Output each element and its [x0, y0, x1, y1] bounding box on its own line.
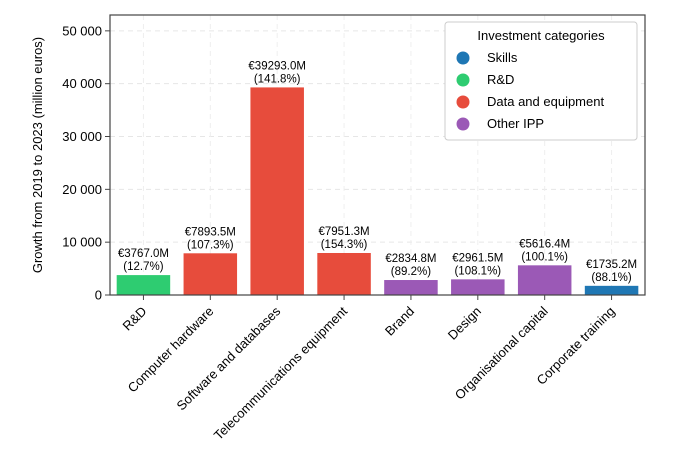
- bar-percent-label: (88.1%): [591, 272, 631, 284]
- legend-box: [444, 21, 638, 141]
- bar-labels: €3767.0M(12.7%) €7893.5M(107.3%) €39293.0M…: [118, 60, 637, 283]
- legend-title: Investment categories: [477, 28, 605, 43]
- legend-entry-label: R&D: [487, 72, 514, 87]
- y-tick-label: 40 000: [62, 76, 102, 91]
- bar-value-label: €7893.5M: [185, 226, 236, 238]
- x-tick-label: Brand: [382, 304, 417, 339]
- bar-value-label: €5616.4M: [519, 238, 570, 250]
- legend-entry-label: Skills: [487, 50, 518, 65]
- legend-entries: Skills R&D Data and equipment Other IPP: [456, 50, 604, 131]
- bar-value-label: €7951.3M: [318, 226, 369, 238]
- bar: [451, 279, 505, 295]
- bar-value-label: €3767.0M: [118, 248, 169, 260]
- bar: [384, 280, 438, 295]
- legend-marker: [456, 117, 470, 131]
- bar-percent-label: (141.8%): [254, 73, 301, 85]
- legend-marker: [456, 51, 470, 65]
- bars: [116, 87, 639, 295]
- y-tick-label: 50 000: [62, 23, 102, 38]
- plot-frame: [109, 14, 646, 296]
- bar-percent-label: (12.7%): [123, 261, 163, 273]
- bar-percent-label: (108.1%): [454, 265, 501, 277]
- bar: [317, 252, 371, 295]
- bar-percent-label: (107.3%): [187, 239, 234, 251]
- y-axis-title: Growth from 2019 to 2023 (million euros): [30, 37, 45, 273]
- y-tick-label: 20 000: [62, 182, 102, 197]
- bar: [517, 265, 572, 295]
- y-tick-label: 10 000: [62, 235, 102, 250]
- bar-percent-label: (89.2%): [391, 266, 431, 278]
- y-axis: 0 10 000 20 000 30 000 40 000 50 000: [62, 23, 110, 303]
- legend: Investment categories Skills R&D Data and …: [444, 21, 638, 141]
- bar: [250, 87, 304, 295]
- bar-value-label: €39293.0M: [248, 60, 306, 72]
- legend-entry-label: Data and equipment: [487, 94, 604, 109]
- bar-percent-label: (154.3%): [321, 239, 368, 251]
- bar: [116, 275, 171, 295]
- y-tick-label: 0: [95, 288, 102, 303]
- x-tick-label: Design: [445, 304, 484, 343]
- legend-marker: [456, 73, 470, 87]
- bar-value-label: €1735.2M: [586, 259, 637, 271]
- x-tick-label: R&D: [120, 304, 150, 334]
- bar-value-label: €2834.8M: [385, 253, 436, 265]
- legend-marker: [456, 95, 470, 109]
- bar: [584, 285, 639, 295]
- y-tick-label: 30 000: [62, 129, 102, 144]
- bar: [183, 253, 238, 295]
- bar-value-label: €2961.5M: [452, 252, 503, 264]
- x-tick-label: Telecommunications equipment: [211, 303, 351, 443]
- legend-entry-label: Other IPP: [487, 116, 544, 131]
- bar-percent-label: (100.1%): [521, 251, 568, 263]
